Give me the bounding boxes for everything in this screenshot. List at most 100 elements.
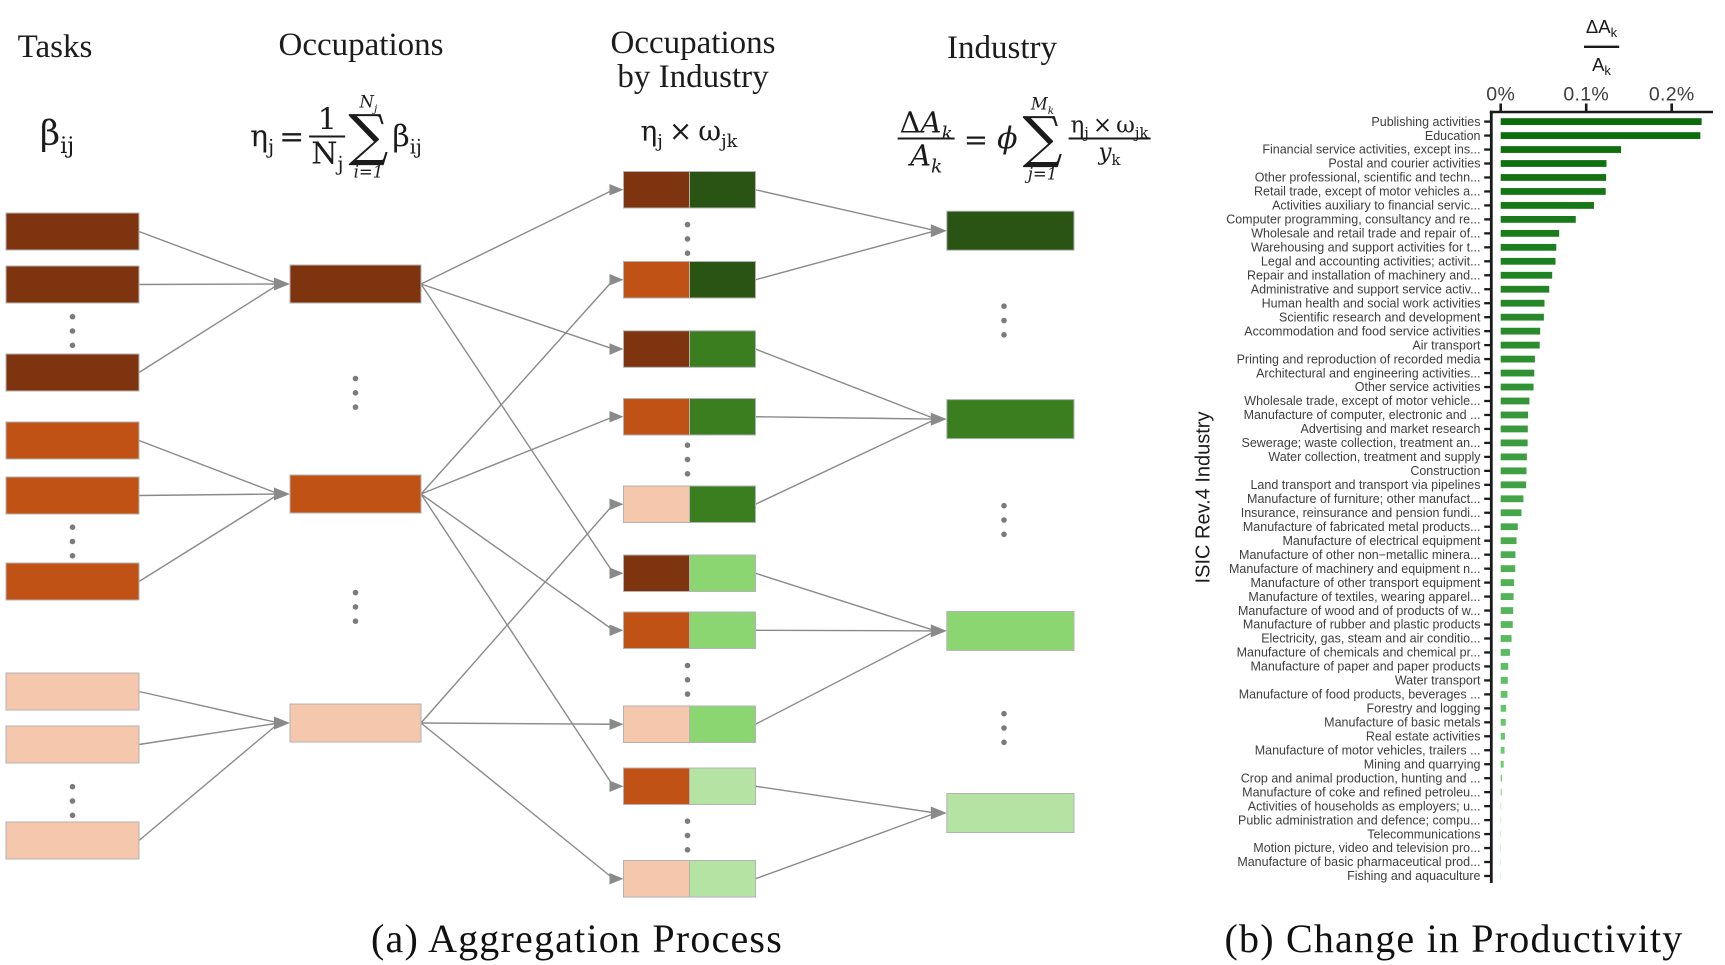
column-header-occupations: Occupations (278, 27, 444, 63)
category-label: Construction (1410, 464, 1480, 478)
ellipsis-dot (352, 618, 359, 624)
industrymix-industry-link (755, 230, 936, 281)
occupation-by-industry-box (623, 485, 756, 523)
ellipsis-dot (684, 691, 691, 697)
ellipsis-dot (684, 471, 691, 477)
summation: Nj ∑ i=1 (348, 92, 389, 182)
x-tick-label: 0.1% (1563, 84, 1609, 106)
industrymix-industry-link (755, 418, 937, 505)
occupation-box (289, 474, 422, 514)
ellipsis-dot (1001, 739, 1007, 746)
bar (1500, 481, 1527, 489)
industry-share-half (689, 398, 756, 436)
bars (1500, 118, 1702, 880)
category-label: Postal and courier activities (1328, 157, 1480, 171)
industrymix-industry-link (755, 629, 936, 632)
ellipsis-dot (69, 783, 76, 790)
category-label: Manufacture of textiles, wearing apparel… (1248, 590, 1480, 604)
bar (1500, 202, 1594, 209)
category-label: Education (1425, 129, 1481, 143)
bar (1500, 746, 1505, 754)
ellipsis-dot (1001, 303, 1007, 310)
ellipsis-dot (352, 604, 359, 610)
arrowhead-icon (609, 273, 624, 286)
axes (1484, 103, 1713, 883)
aggregation-process-diagram (5, 171, 1075, 898)
bar (1500, 523, 1518, 531)
industry-share-half (689, 767, 756, 805)
bar (1500, 411, 1529, 419)
occupation-by-industry-box (623, 261, 756, 299)
category-label: Manufacture of motor vehicles, trailers … (1255, 743, 1481, 757)
occupation-industrymix-link (420, 493, 615, 787)
y-axis-title: ISIC Rev.4 Industry (1193, 412, 1215, 584)
ellipsis-dot (684, 847, 691, 853)
task-occupation-link (138, 283, 280, 286)
arrowhead-icon (609, 624, 624, 637)
occupation-industrymix-link (420, 722, 614, 725)
category-label: Crop and animal production, hunting and … (1241, 771, 1481, 785)
ellipsis-dot (684, 442, 691, 449)
industrymix-industry-link (755, 348, 937, 420)
task-box (5, 821, 140, 860)
category-label: Accommodation and food service activitie… (1244, 324, 1480, 338)
task-box (5, 562, 140, 601)
bar (1500, 369, 1535, 377)
industry-share-half (689, 705, 756, 743)
arrowheads (274, 183, 947, 885)
task-box (5, 476, 140, 515)
category-label: Telecommunications (1367, 827, 1480, 841)
category-label: Public administration and defence; compu… (1238, 813, 1481, 827)
bar (1500, 607, 1514, 614)
occupation-by-industry-box (623, 330, 756, 368)
bar (1500, 439, 1528, 447)
category-label: Water collection, treatment and supply (1268, 450, 1481, 464)
task-occupation-link (138, 439, 280, 495)
category-label: Manufacture of machinery and equipment n… (1229, 562, 1481, 576)
occupation-share-half (623, 330, 690, 368)
bar (1500, 229, 1560, 237)
ellipsis-dot (684, 662, 691, 669)
category-label: Manufacture of computer, electronic and … (1244, 408, 1481, 422)
bar (1500, 774, 1503, 782)
bar (1500, 593, 1514, 600)
arrowhead-icon (609, 718, 624, 731)
arrowhead-icon (609, 872, 624, 885)
category-label: Administrative and support service activ… (1251, 282, 1481, 296)
ellipsis-dot (1001, 317, 1007, 324)
occupation-industrymix-link (420, 503, 615, 724)
industry-box (946, 793, 1075, 833)
fraction-numerator: ΔAk (1586, 16, 1618, 40)
bar (1500, 425, 1528, 433)
bar (1500, 467, 1527, 475)
industrymix-industry-link (755, 416, 936, 420)
formula-tasks: βij (39, 114, 75, 159)
industrymix-industry-link (755, 630, 937, 725)
bar (1500, 285, 1550, 293)
industrymix-industry-link (755, 189, 936, 232)
occupation-by-industry-box (623, 398, 756, 436)
category-label: Fishing and aquaculture (1347, 869, 1480, 883)
summation: Mk ∑ j=1 (1022, 94, 1063, 184)
ellipsis-dot (1001, 517, 1007, 523)
occupation-industrymix-link (420, 493, 614, 631)
arrowhead-icon (609, 343, 624, 355)
arrowhead-icon (609, 410, 624, 423)
occupation-by-industry-box (623, 611, 756, 649)
occupation-share-half (623, 767, 690, 805)
ellipsis-dot (69, 524, 76, 530)
category-label: Manufacture of coke and refined petroleu… (1242, 785, 1480, 799)
ellipsis-dot (1001, 332, 1007, 338)
bar (1500, 383, 1534, 391)
category-label: Architectural and engineering activities… (1256, 366, 1480, 380)
occupation-share-half (623, 611, 690, 649)
fraction-denominator-sub: k (1604, 63, 1611, 78)
category-label: Retail trade, except of motor vehicles a… (1254, 185, 1481, 199)
category-label: Electricity, gas, steam and air conditio… (1261, 632, 1480, 646)
category-label: Advertising and market research (1301, 422, 1481, 436)
bar (1500, 718, 1506, 726)
category-label: Manufacture of wood and of products of w… (1238, 604, 1481, 618)
ellipsis-dot (352, 375, 359, 382)
ellipsis-dot (684, 250, 691, 256)
